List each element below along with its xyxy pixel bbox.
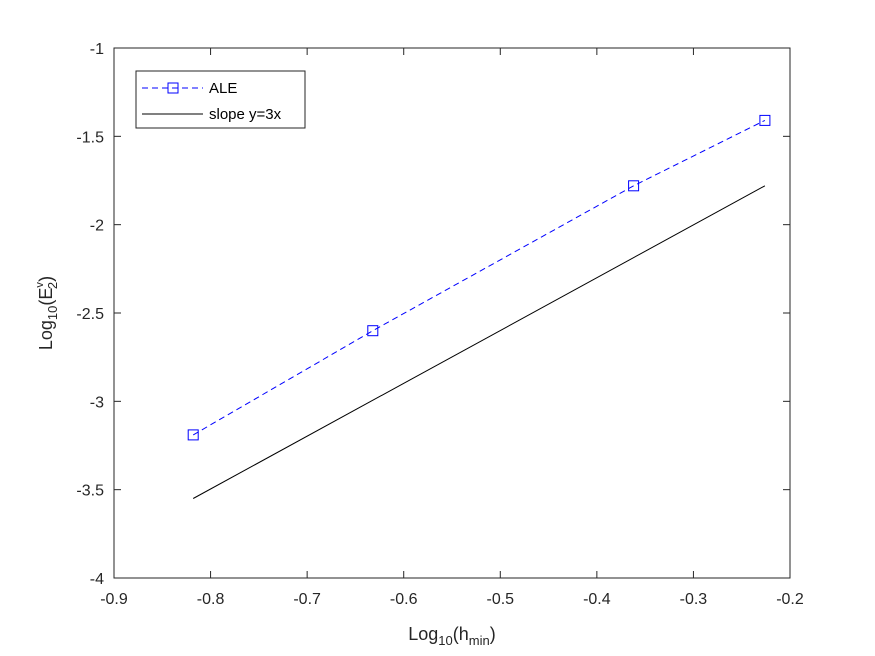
- y-tick-label: -4: [90, 571, 104, 588]
- series-line-1: [192, 185, 766, 499]
- plot-background: [114, 48, 790, 578]
- legend-ale-label: ALE: [209, 80, 237, 97]
- x-tick-label: -0.7: [293, 591, 321, 608]
- data-point-marker: [628, 180, 640, 192]
- data-point-marker: [367, 325, 379, 337]
- legend-ale-marker: [167, 82, 179, 94]
- x-tick-label: -0.5: [486, 591, 514, 608]
- y-tick-label: -1.5: [76, 129, 104, 146]
- y-axis-label: Log10(Ev2): [34, 276, 60, 350]
- x-tick-label: -0.2: [776, 591, 804, 608]
- series-line-0: [192, 119, 766, 436]
- y-tick-label: -3: [90, 394, 104, 411]
- x-tick-label: -0.3: [680, 591, 708, 608]
- x-tick-label: -0.9: [100, 591, 128, 608]
- y-tick-label: -2: [90, 218, 104, 235]
- legend: ALE slope y=3x: [135, 70, 306, 129]
- y-tick-label: -2.5: [76, 306, 104, 323]
- series-layer: [187, 114, 771, 499]
- x-tick-label: -0.4: [583, 591, 611, 608]
- y-tick-label: -1: [90, 41, 104, 58]
- data-point-marker: [187, 429, 199, 441]
- y-tick-label: -3.5: [76, 483, 104, 500]
- axes-layer: -0.9 -0.8 -0.7 -0.6 -0.5 -0.4 -0.3 -0.2 -4 -3.5 -3…: [76, 41, 803, 608]
- data-point-marker: [759, 114, 771, 126]
- legend-box: [135, 70, 306, 129]
- x-tick-label: -0.6: [390, 591, 418, 608]
- legend-slope-label: slope y=3x: [209, 106, 282, 123]
- x-tick-label: -0.8: [197, 591, 225, 608]
- x-axis-label: Log10(hmin): [408, 624, 495, 648]
